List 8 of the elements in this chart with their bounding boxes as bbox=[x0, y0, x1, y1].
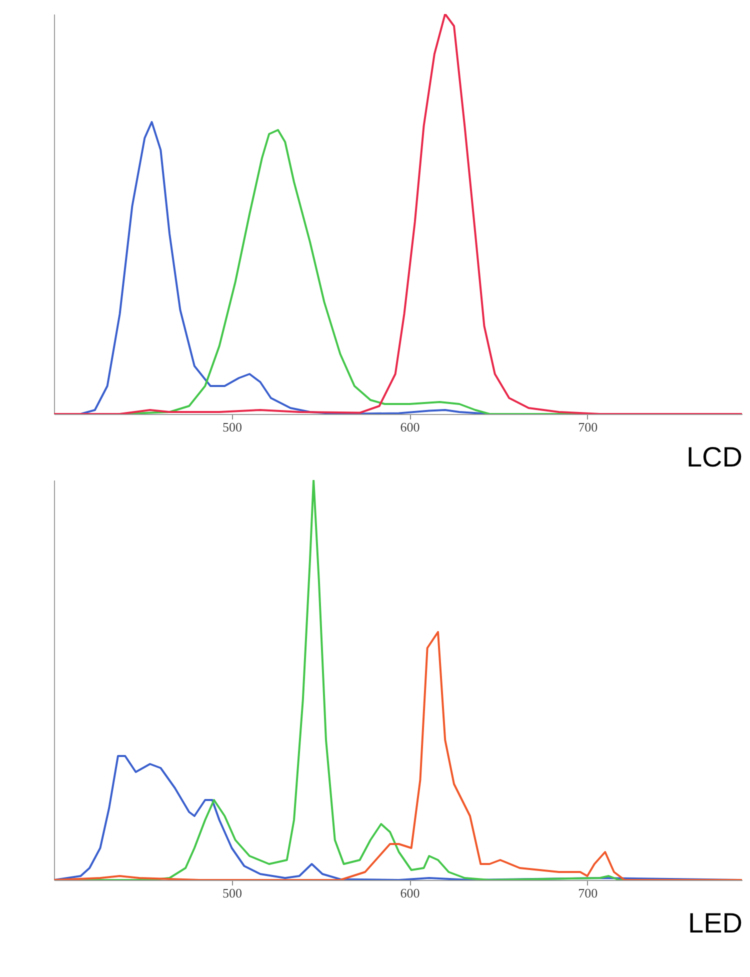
x-tick-label: 500 bbox=[222, 886, 242, 900]
x-tick-label: 700 bbox=[578, 420, 598, 434]
x-tick-label: 500 bbox=[222, 420, 242, 434]
x-axis-title: LED bbox=[688, 908, 742, 938]
x-tick-label: 600 bbox=[400, 420, 420, 434]
x-tick-label: 700 bbox=[578, 886, 598, 900]
x-tick-label: 600 bbox=[400, 886, 420, 900]
x-axis-title: LCD bbox=[686, 442, 742, 472]
